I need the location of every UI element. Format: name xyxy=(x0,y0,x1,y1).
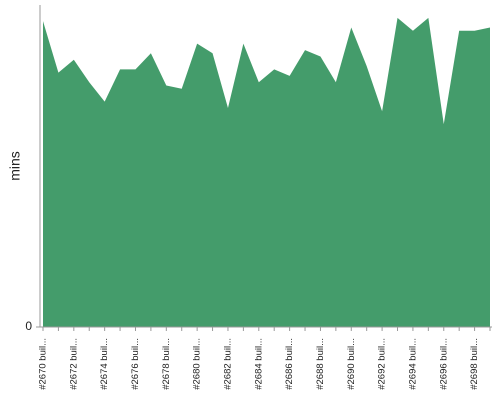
x-tick-label: #2674 buil... xyxy=(99,338,110,390)
x-tick-label: #2686 buil... xyxy=(284,338,295,390)
x-tick-label: #2670 buil... xyxy=(38,338,49,390)
x-tick-label: #2694 buil... xyxy=(407,338,418,390)
x-tick-label: #2698 buil... xyxy=(469,338,480,390)
x-tick-label: #2682 buil... xyxy=(222,338,233,390)
x-tick-label: #2690 buil... xyxy=(346,338,357,390)
x-tick-label: #2676 buil... xyxy=(130,338,141,390)
x-tick-label: #2680 buil... xyxy=(192,338,203,390)
x-tick-label: #2672 buil... xyxy=(68,338,79,390)
x-tick-label: #2692 buil... xyxy=(377,338,388,390)
y-axis-label: mins xyxy=(7,151,23,181)
x-tick-label: #2678 buil... xyxy=(161,338,172,390)
area xyxy=(43,17,490,327)
x-tick-label: #2684 buil... xyxy=(253,338,264,390)
x-tick-label: #2688 buil... xyxy=(315,338,326,390)
x-tick-label: #2696 buil... xyxy=(438,338,449,390)
y-tick-label: 0 xyxy=(25,319,32,333)
